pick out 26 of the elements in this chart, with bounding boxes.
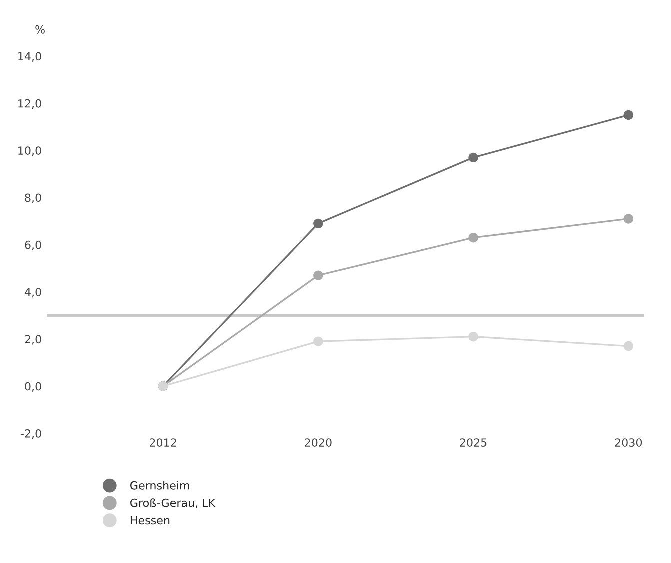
point xyxy=(624,110,634,120)
y-axis-title: % xyxy=(36,25,45,34)
point xyxy=(314,270,324,280)
point xyxy=(314,218,324,229)
x-tick-label: 2012 xyxy=(150,438,176,447)
y-tick-label: 0,0 xyxy=(25,382,42,392)
legend-label: Hessen xyxy=(130,516,170,525)
y-tick-label: 6,0 xyxy=(25,240,42,250)
legend-label: Groß-Gerau, LK xyxy=(130,498,216,508)
point xyxy=(624,341,634,352)
legend-label: Gernsheim xyxy=(130,481,190,490)
y-tick-label: 2,0 xyxy=(25,335,42,345)
y-tick-label: 8,0 xyxy=(25,194,42,204)
point xyxy=(468,332,478,342)
y-tick-label: 4,0 xyxy=(24,288,42,298)
y-tick-label: 14,0 xyxy=(18,52,42,62)
point xyxy=(624,214,634,224)
x-tick-label: 2030 xyxy=(615,438,642,447)
x-tick-label: 2025 xyxy=(460,438,487,447)
point xyxy=(314,336,324,346)
y-tick-label: -2,0 xyxy=(20,429,42,440)
point xyxy=(468,232,478,243)
x-tick-label: 2020 xyxy=(305,438,332,447)
point xyxy=(468,152,478,163)
y-tick-label: 12,0 xyxy=(18,99,42,109)
y-tick-label: 10,0 xyxy=(18,146,42,156)
